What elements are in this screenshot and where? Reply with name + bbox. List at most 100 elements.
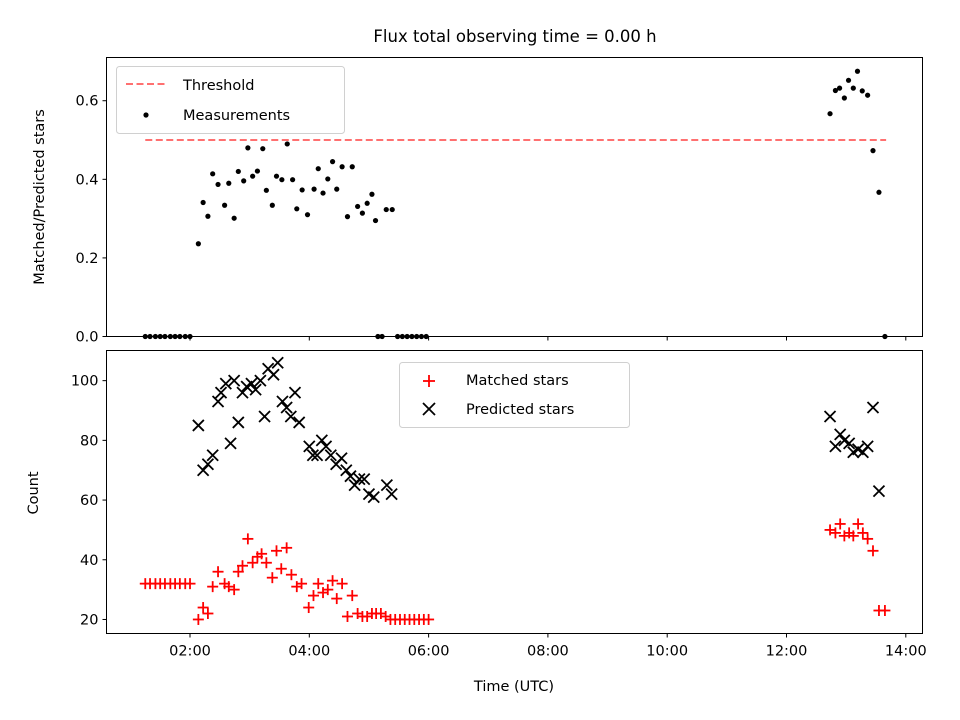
predicted-point <box>340 464 353 477</box>
measurement-point <box>827 111 833 117</box>
predicted-point <box>335 452 348 465</box>
y-tick-label: 0.2 <box>75 251 98 267</box>
matched-point <box>346 590 358 602</box>
matched-point <box>867 545 879 557</box>
bottom-plot: 20 40 60 80 100 02:00 04:00 06:00 08:00 10:00 12:… <box>26 350 927 695</box>
predicted-point <box>866 401 880 414</box>
measurement-point <box>231 215 237 221</box>
measurement-point <box>329 159 336 165</box>
y-tick-label: 60 <box>80 493 98 509</box>
measurement-point <box>369 191 375 197</box>
matched-point <box>202 607 214 619</box>
measurement-point <box>279 177 285 183</box>
y-tick-label: 0.0 <box>75 330 98 346</box>
measurement-point <box>235 168 241 175</box>
x-tick-label: 10:00 <box>646 644 688 660</box>
matched-point <box>197 602 209 614</box>
predicted-point <box>823 410 837 423</box>
matched-point <box>852 518 864 530</box>
legend-measurements-swatch <box>143 112 149 118</box>
measurement-point <box>222 202 228 208</box>
measurement-point <box>865 92 871 98</box>
measurement-point <box>260 146 266 152</box>
measurement-point <box>195 241 201 247</box>
measurement-point <box>334 186 340 192</box>
y-tick-label: 20 <box>80 612 98 628</box>
matched-point <box>275 563 287 575</box>
measurement-point <box>263 187 269 193</box>
predicted-point <box>211 395 225 408</box>
matched-point <box>237 560 248 572</box>
top-marks <box>142 68 888 340</box>
x-tick-label: 04:00 <box>288 644 330 660</box>
measurement-point <box>294 206 300 212</box>
matched-point <box>312 578 324 590</box>
top-legend-box <box>116 66 345 134</box>
predicted-point <box>872 484 886 498</box>
measurement-point <box>269 202 275 208</box>
predicted-point <box>861 440 874 453</box>
measurement-point <box>241 178 247 184</box>
measurement-point <box>854 68 861 74</box>
measurement-point <box>250 173 256 179</box>
predicted-point <box>254 374 267 387</box>
measurement-point <box>245 145 251 151</box>
measurement-point <box>304 212 311 218</box>
predicted-point <box>258 410 271 423</box>
predicted-point <box>271 356 284 369</box>
matched-point <box>829 527 841 539</box>
predicted-point <box>306 449 320 462</box>
predicted-point <box>201 458 215 471</box>
bottom-axes-frame <box>106 350 923 634</box>
measurement-point <box>325 176 331 182</box>
matched-point <box>303 602 315 614</box>
measurement-point <box>349 164 355 170</box>
bottom-legend: Matched stars Predicted stars <box>399 362 630 428</box>
matched-point <box>423 613 435 625</box>
measurement-point <box>311 186 317 192</box>
matched-point <box>327 575 339 587</box>
y-tick-label: 0.6 <box>75 94 98 110</box>
matched-point <box>847 530 859 542</box>
predicted-point <box>353 473 366 486</box>
predicted-point <box>358 473 371 486</box>
matched-point <box>212 566 224 578</box>
x-tick-label: 02:00 <box>169 644 211 660</box>
matched-point <box>834 518 846 530</box>
predicted-point <box>267 368 280 381</box>
predicted-point <box>380 478 393 492</box>
x-tick-label: 14:00 <box>885 644 927 660</box>
matched-point <box>271 545 282 557</box>
measurement-point <box>315 166 321 172</box>
matched-point <box>307 590 319 602</box>
legend-threshold-label: Threshold <box>182 78 254 94</box>
measurement-point <box>284 141 290 147</box>
predicted-point <box>206 449 219 462</box>
measurement-point <box>290 177 296 183</box>
predicted-point <box>315 434 328 447</box>
measurement-point <box>273 173 280 179</box>
measurement-point <box>836 85 843 91</box>
measurement-point <box>845 77 852 83</box>
measurement-point <box>339 164 345 170</box>
measurement-point <box>850 85 856 91</box>
measurement-point <box>364 200 370 206</box>
measurement-point <box>870 148 876 154</box>
measurement-point <box>389 206 395 213</box>
top-legend: Threshold Measurements <box>116 66 345 134</box>
predicted-point <box>192 419 205 432</box>
matched-point <box>336 578 348 590</box>
top-y-ticks: 0.0 0.2 0.4 0.6 <box>75 94 107 346</box>
predicted-point <box>232 416 245 429</box>
legend-matched-label: Matched stars <box>466 373 569 389</box>
bottom-y-ticks: 20 40 60 80 100 <box>71 374 107 628</box>
predicted-point <box>319 440 333 453</box>
predicted-point <box>842 437 856 450</box>
bottom-x-ticks: 02:00 04:00 06:00 08:00 10:00 12:00 14:00 <box>169 633 927 660</box>
matched-point <box>285 569 297 581</box>
matched-point <box>207 581 219 593</box>
predicted-point <box>245 377 258 390</box>
top-x-ticks <box>189 336 907 341</box>
matched-point <box>296 578 308 590</box>
top-axes-frame <box>106 57 923 337</box>
